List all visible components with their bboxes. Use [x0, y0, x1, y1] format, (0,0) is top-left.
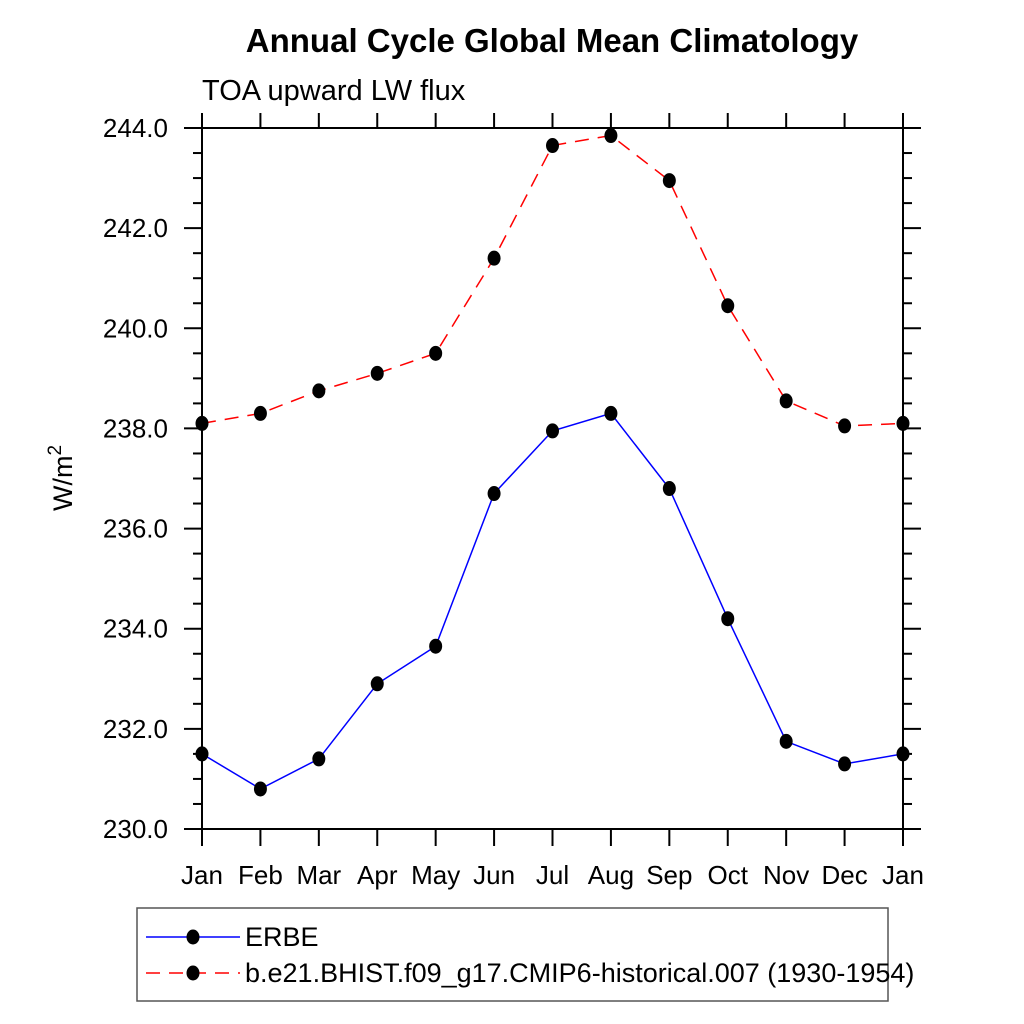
y-axis-tick-label: 232.0 — [103, 714, 168, 744]
model-series-line — [201, 134, 904, 427]
data-point-marker — [838, 418, 852, 434]
chart-title: Annual Cycle Global Mean Climatology — [246, 22, 859, 59]
data-point-marker — [896, 415, 910, 431]
chart-subtitle: TOA upward LW flux — [202, 75, 466, 107]
y-axis-label-base: W/m — [48, 456, 78, 511]
data-point-marker — [779, 393, 793, 409]
series-layer — [195, 128, 910, 797]
data-point-marker — [195, 415, 209, 431]
y-axis-tick-label: 242.0 — [103, 213, 168, 243]
data-point-marker — [779, 733, 793, 749]
legend: ERBE b.e21.BHIST.f09_g17.CMIP6-historica… — [136, 907, 914, 1002]
y-axis-label-superscript: 2 — [45, 445, 66, 456]
x-axis-tick-label: Apr — [357, 860, 398, 890]
data-point-marker — [721, 298, 735, 314]
x-axis-tick-label: Mar — [296, 860, 341, 890]
y-axis-label: W/m2 — [45, 445, 78, 511]
data-point-marker — [312, 751, 326, 767]
y-axis-tick-label: 230.0 — [103, 814, 168, 844]
erbe-series-line — [201, 412, 904, 790]
data-point-marker — [312, 383, 326, 399]
data-point-marker — [253, 405, 267, 421]
legend-box — [136, 907, 889, 1002]
x-axis-tick-label: Dec — [821, 860, 867, 890]
y-axis-tick-label: 244.0 — [103, 113, 168, 143]
legend-label-erbe: ERBE — [245, 922, 319, 952]
data-point-marker — [370, 676, 384, 692]
data-point-marker — [487, 250, 501, 266]
data-point-marker — [838, 756, 852, 772]
data-point-marker — [195, 746, 209, 762]
x-axis-tick-label: Feb — [238, 860, 283, 890]
data-point-marker — [370, 365, 384, 381]
axes: 230.0 232.0 234.0 236.0 238.0 240.0 242.0 244.0… — [103, 113, 924, 890]
data-point-marker — [721, 611, 735, 627]
y-axis-tick-label: 234.0 — [103, 614, 168, 644]
legend-marker-model — [186, 965, 200, 981]
data-point-marker — [546, 423, 559, 439]
data-point-marker — [662, 481, 676, 497]
x-axis-tick-label: May — [411, 860, 460, 890]
data-point-marker — [604, 405, 618, 421]
data-point-marker — [253, 781, 267, 797]
data-point-marker — [429, 638, 443, 654]
data-point-marker — [487, 486, 501, 502]
y-axis-tick-label: 236.0 — [103, 514, 168, 544]
x-axis-tick-label: Sep — [646, 860, 692, 890]
data-point-marker — [662, 173, 676, 189]
data-point-marker — [546, 138, 559, 154]
x-axis-tick-label: Jul — [536, 860, 569, 890]
x-axis-tick-label: Aug — [588, 860, 634, 890]
x-axis-tick-label: Oct — [708, 860, 749, 890]
data-point-marker — [604, 128, 618, 144]
x-axis-tick-label: Jan — [882, 860, 924, 890]
x-axis-tick-label: Nov — [763, 860, 809, 890]
legend-marker-erbe — [186, 929, 200, 945]
y-axis-tick-label: 238.0 — [103, 413, 168, 443]
data-point-marker — [896, 746, 910, 762]
y-axis-tick-label: 240.0 — [103, 313, 168, 343]
legend-label-model: b.e21.BHIST.f09_g17.CMIP6-historical.007… — [245, 958, 914, 988]
plot-frame — [201, 127, 904, 830]
data-point-marker — [429, 345, 443, 361]
x-axis-tick-label: Jun — [473, 860, 515, 890]
x-axis-tick-label: Jan — [181, 860, 223, 890]
